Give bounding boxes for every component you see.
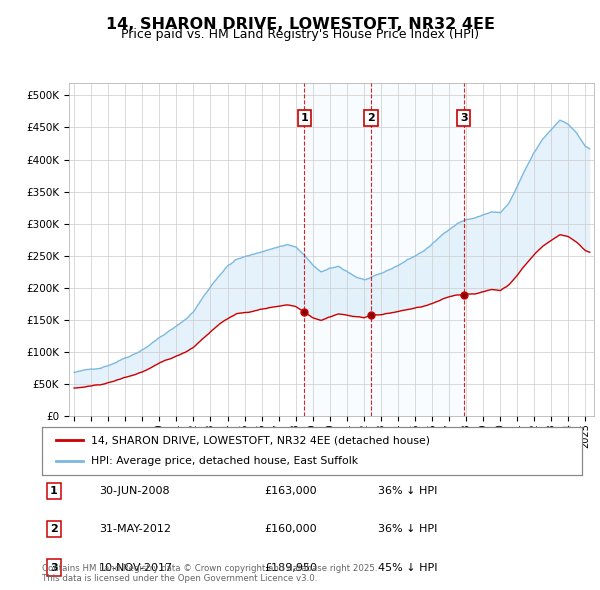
Text: 3: 3 xyxy=(50,563,58,572)
Text: 1: 1 xyxy=(301,113,308,123)
Text: 2: 2 xyxy=(50,525,58,534)
Text: 10-NOV-2017: 10-NOV-2017 xyxy=(99,563,173,572)
Text: 30-JUN-2008: 30-JUN-2008 xyxy=(99,486,170,496)
Text: 31-MAY-2012: 31-MAY-2012 xyxy=(99,525,171,534)
Text: 45% ↓ HPI: 45% ↓ HPI xyxy=(378,563,437,572)
Bar xyxy=(304,83,371,416)
Text: HPI: Average price, detached house, East Suffolk: HPI: Average price, detached house, East… xyxy=(91,457,358,467)
Text: £189,950: £189,950 xyxy=(264,563,317,572)
Bar xyxy=(371,83,464,416)
Text: Price paid vs. HM Land Registry's House Price Index (HPI): Price paid vs. HM Land Registry's House … xyxy=(121,28,479,41)
Text: 14, SHARON DRIVE, LOWESTOFT, NR32 4EE: 14, SHARON DRIVE, LOWESTOFT, NR32 4EE xyxy=(106,17,494,31)
Text: £160,000: £160,000 xyxy=(264,525,317,534)
Text: 36% ↓ HPI: 36% ↓ HPI xyxy=(378,486,437,496)
Text: 1: 1 xyxy=(50,486,58,496)
Text: Contains HM Land Registry data © Crown copyright and database right 2025.
This d: Contains HM Land Registry data © Crown c… xyxy=(42,563,377,583)
Text: 3: 3 xyxy=(460,113,467,123)
Text: 2: 2 xyxy=(367,113,375,123)
Text: £163,000: £163,000 xyxy=(264,486,317,496)
Text: 14, SHARON DRIVE, LOWESTOFT, NR32 4EE (detached house): 14, SHARON DRIVE, LOWESTOFT, NR32 4EE (d… xyxy=(91,435,430,445)
Text: 36% ↓ HPI: 36% ↓ HPI xyxy=(378,525,437,534)
